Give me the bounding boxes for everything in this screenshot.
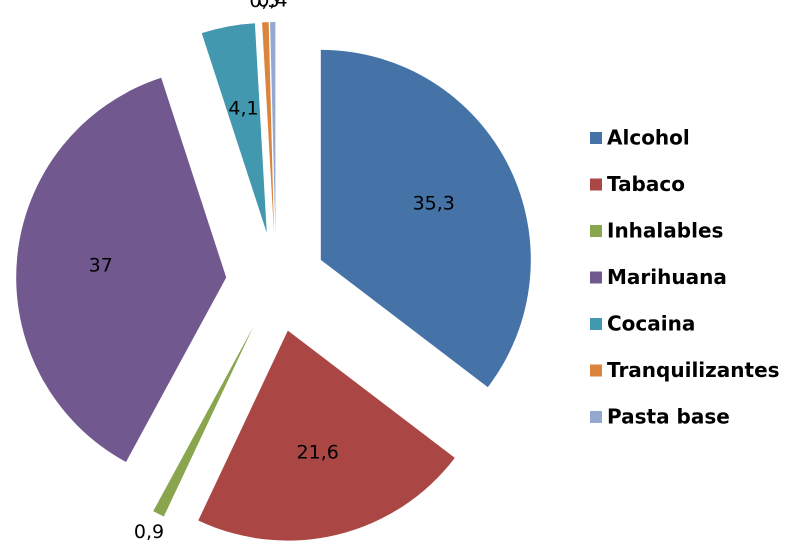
legend-swatch <box>590 225 602 237</box>
legend-label: Alcohol <box>607 126 690 150</box>
pie-slice <box>16 77 227 462</box>
data-label: 0,9 <box>134 521 164 543</box>
legend-swatch <box>590 271 602 284</box>
pie-slice <box>262 22 274 233</box>
legend-swatch <box>590 132 602 144</box>
legend-swatch <box>590 411 602 423</box>
pie-slice <box>270 22 276 233</box>
legend-label: Inhalables <box>607 219 723 243</box>
data-label: 35,3 <box>413 192 455 214</box>
data-label: 37 <box>89 254 113 276</box>
legend-label: Tabaco <box>607 172 685 196</box>
legend-label: Tranquilizantes <box>607 358 780 382</box>
pie-slice <box>320 49 531 388</box>
data-label: 0,5 <box>249 0 279 12</box>
pie-slice <box>198 330 455 541</box>
legend-label: Marihuana <box>607 265 727 289</box>
legend-swatch <box>590 178 602 191</box>
data-label: 0,4 <box>257 0 287 12</box>
pie-slice <box>201 23 267 233</box>
data-label: 4,1 <box>228 98 258 120</box>
legend-label: Pasta base <box>607 405 730 429</box>
pie-slice <box>153 326 254 517</box>
data-label: 21,6 <box>297 441 339 463</box>
legend-swatch <box>590 318 602 330</box>
legend-swatch <box>590 364 602 377</box>
legend-label: Cocaina <box>607 312 695 336</box>
